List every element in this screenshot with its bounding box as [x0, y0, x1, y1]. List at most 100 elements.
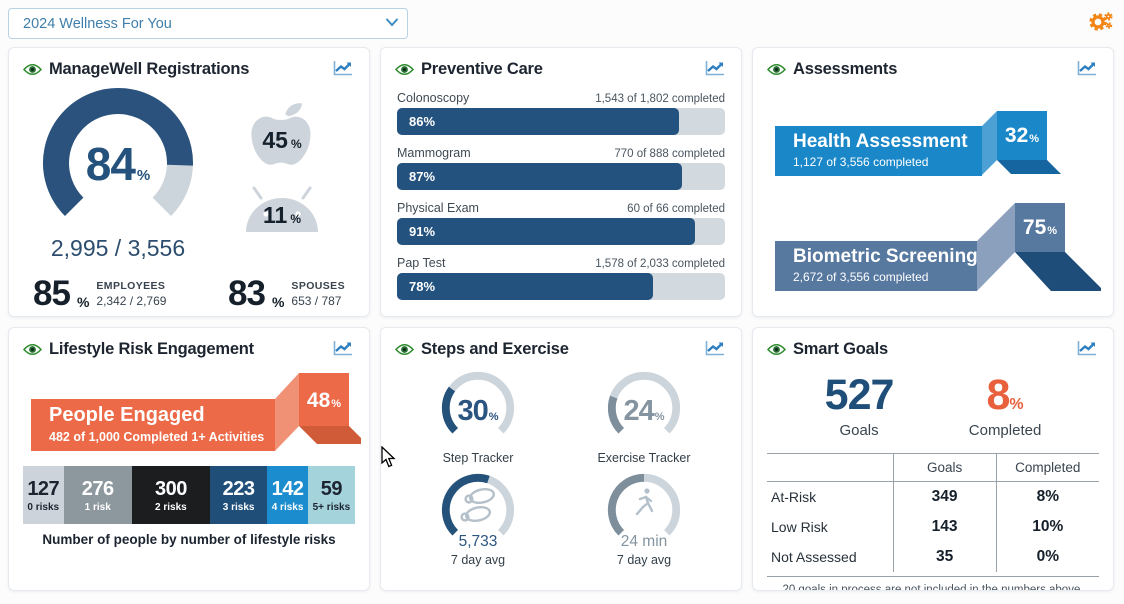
screening-status: 1,543 of 1,802 completed [595, 93, 725, 105]
settings-button[interactable] [1086, 8, 1116, 39]
card-managewell-registrations: ManageWell Registrations 84% 2,995 / 3,5… [8, 47, 370, 317]
apple-icon [251, 103, 311, 165]
assessment-status: 2,672 of 3,556 completed [793, 270, 929, 284]
eye-icon[interactable] [395, 63, 414, 76]
biometric-screening-ribbon: Biometric Screening 2,672 of 3,556 compl… [775, 203, 1101, 293]
spouses-stat: 83% SPOUSES 653 / 787 [228, 274, 345, 313]
gauge-percent: 84% [85, 138, 151, 190]
assessment-label: Health Assessment [793, 131, 968, 152]
risk-strip-caption: Number of people by number of lifestyle … [42, 532, 336, 547]
card-assessments: Assessments Health Assessment 1,127 of 3… [752, 47, 1114, 317]
trend-chart-button[interactable] [331, 58, 355, 81]
trend-chart-button[interactable] [703, 58, 727, 81]
eye-icon[interactable] [23, 63, 42, 76]
screening-label: Mammogram [397, 146, 471, 160]
screening-status: 770 of 888 completed [614, 148, 725, 160]
card-steps-and-exercise: Steps and Exercise 30% Step Tracker [380, 327, 742, 591]
eye-icon[interactable] [23, 343, 42, 356]
program-select-wrap: 2024 Wellness For You [8, 8, 408, 39]
progress-fill: 91% [397, 218, 696, 245]
program-select[interactable]: 2024 Wellness For You [8, 8, 408, 39]
dashboard-grid: ManageWell Registrations 84% 2,995 / 3,5… [8, 47, 1116, 591]
goals-column-header: Goals [892, 453, 997, 482]
line-chart-icon [705, 61, 724, 76]
screening-row-physical-exam: Physical Exam 60 of 66 completed 91% [397, 201, 725, 245]
step-tracker-gauge: 30% Step Tracker [395, 369, 561, 465]
progress-track: 78% [397, 273, 725, 300]
risk-block-3: 223 3 risks [209, 466, 268, 524]
android-registrations: 11% [239, 186, 325, 239]
total-goals: 527 Goals [824, 371, 895, 439]
assessment-label: Biometric Screening [793, 246, 978, 267]
goals-footnote: 20 goals in process are not included in … [767, 576, 1099, 590]
trend-chart-button[interactable] [331, 338, 355, 361]
line-chart-icon [1077, 341, 1096, 356]
apple-registrations: 45% [242, 93, 322, 174]
registrations-gauge: 84% [32, 85, 204, 235]
apple-percent: 45% [262, 127, 302, 153]
employees-fraction: 2,342 / 2,769 [96, 294, 167, 308]
goals-table: Goals Completed At-Risk 349 8% Low Risk … [767, 453, 1099, 572]
toolbar: 2024 Wellness For You [8, 8, 1116, 39]
screening-label: Physical Exam [397, 201, 479, 215]
screening-row-pap-test: Pap Test 1,578 of 2,033 completed 78% [397, 256, 725, 300]
progress-fill: 86% [397, 108, 680, 135]
spouses-fraction: 653 / 787 [291, 294, 342, 308]
gauge-fraction: 2,995 / 3,556 [50, 235, 186, 261]
card-title: Preventive Care [421, 60, 543, 78]
employees-stat: 85% EMPLOYEES 2,342 / 2,769 [33, 274, 167, 313]
gauge-value: 5,733 [458, 533, 498, 550]
employees-label: EMPLOYEES [96, 280, 166, 292]
mouse-cursor [381, 446, 396, 468]
gears-icon [1089, 12, 1113, 31]
table-row: Low Risk 143 10% [767, 512, 1099, 542]
screening-status: 60 of 66 completed [627, 203, 725, 215]
health-assessment-ribbon: Health Assessment 1,127 of 3,556 complet… [775, 111, 1101, 177]
assessment-percent: 32% [1004, 124, 1040, 147]
screening-row-mammogram: Mammogram 770 of 888 completed 87% [397, 146, 725, 190]
gauge-label: 7 day avg [450, 553, 506, 567]
risk-block-1: 276 1 risk [63, 466, 132, 524]
line-chart-icon [333, 341, 352, 356]
card-title: Assessments [793, 60, 898, 78]
eye-icon[interactable] [767, 63, 786, 76]
eye-icon[interactable] [767, 343, 786, 356]
risk-distribution-strip: 127 0 risks 276 1 risk 300 2 risks 223 3 ris… [23, 466, 355, 524]
gauge-label: Exercise Tracker [597, 451, 691, 465]
table-row: At-Risk 349 8% [767, 481, 1099, 512]
engagement-percent: 48% [306, 389, 342, 412]
line-chart-icon [1077, 61, 1096, 76]
eye-icon[interactable] [395, 343, 414, 356]
gauge-value: 24 min [620, 533, 668, 550]
gauge-label: Step Tracker [442, 451, 514, 465]
risk-block-0: 127 0 risks [23, 466, 64, 524]
assessment-percent: 75% [1022, 216, 1058, 239]
risk-block-5: 59 5+ risks [307, 466, 355, 524]
risk-block-4: 142 4 risks [267, 466, 308, 524]
trend-chart-button[interactable] [1075, 338, 1099, 361]
completed-goals-label: Completed [968, 422, 1042, 439]
engagement-label: People Engaged [49, 404, 205, 426]
steps-average-gauge: 5,733 7 day avg [395, 471, 561, 567]
trend-chart-button[interactable] [1075, 58, 1099, 81]
android-percent: 11% [263, 202, 301, 228]
card-title: Steps and Exercise [421, 340, 569, 358]
card-lifestyle-risk-engagement: Lifestyle Risk Engagement People Engaged… [8, 327, 370, 591]
total-goals-label: Goals [839, 422, 879, 439]
completed-column-header: Completed [995, 453, 1099, 482]
line-chart-icon [333, 61, 352, 76]
completed-goals: 8% Completed [968, 371, 1042, 439]
trend-chart-button[interactable] [703, 338, 727, 361]
android-icon [246, 186, 318, 232]
card-preventive-care: Preventive Care Colonoscopy 1,543 of 1,80… [380, 47, 742, 317]
screening-label: Colonoscopy [397, 91, 470, 105]
screening-status: 1,578 of 2,033 completed [595, 258, 725, 270]
card-title: Smart Goals [793, 340, 889, 358]
card-smart-goals: Smart Goals 527 Goals 8% Completed [752, 327, 1114, 591]
line-chart-icon [705, 341, 724, 356]
progress-fill: 87% [397, 163, 683, 190]
card-title: ManageWell Registrations [49, 60, 250, 78]
exercise-tracker-gauge: 24% Exercise Tracker [561, 369, 727, 465]
screening-label: Pap Test [397, 256, 446, 270]
spouses-label: SPOUSES [291, 280, 345, 292]
